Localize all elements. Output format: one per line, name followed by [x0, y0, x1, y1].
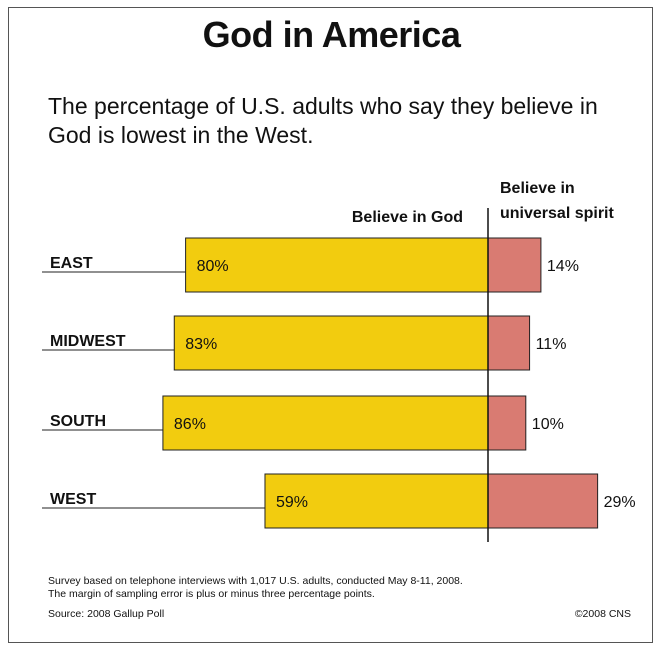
bar-believe-god-midwest: [173, 315, 489, 371]
value-label-universal-spirit-south: 10%: [532, 416, 564, 433]
bar-believe-god-west: [264, 473, 489, 529]
bar-believe-god-south: [162, 395, 489, 451]
value-label-universal-spirit-midwest: 11%: [536, 336, 567, 353]
bar-universal-spirit-south: [487, 395, 527, 451]
header-universal-spirit-line1: Believe in: [500, 180, 575, 197]
margin-note: The margin of sampling error is plus or …: [48, 588, 375, 600]
value-label-believe-god-midwest: 83%: [185, 336, 217, 353]
value-label-believe-god-south: 86%: [174, 416, 206, 433]
bar-universal-spirit-midwest: [487, 315, 531, 371]
survey-note: Survey based on telephone interviews wit…: [48, 575, 463, 587]
chart-subtitle: The percentage of U.S. adults who say th…: [48, 93, 598, 148]
source-note: Source: 2008 Gallup Poll: [48, 608, 165, 620]
value-label-universal-spirit-east: 14%: [547, 258, 579, 275]
value-label-believe-god-east: 80%: [197, 258, 229, 275]
bar-universal-spirit-west: [487, 473, 599, 529]
region-label-east: EAST: [50, 255, 93, 272]
header-universal-spirit-line2: universal spirit: [500, 205, 614, 222]
bar-believe-god-east: [185, 237, 489, 293]
chart-rows: EAST 80% 14% MIDWEST 83% 11% SOUTH 86% 10% WEST 59…: [42, 237, 636, 529]
region-label-south: SOUTH: [50, 413, 106, 430]
chart-frame: [8, 7, 653, 643]
region-label-west: WEST: [50, 491, 96, 508]
header-believe-in-god: Believe in God: [352, 209, 463, 226]
chart-title: God in America: [202, 14, 461, 55]
diverging-bar-chart: Believe in God Believe in universal spir…: [42, 180, 636, 542]
value-label-believe-god-west: 59%: [276, 494, 308, 511]
region-label-midwest: MIDWEST: [50, 333, 126, 350]
credit-note: ©2008 CNS: [574, 608, 631, 620]
bar-universal-spirit-east: [487, 237, 542, 293]
value-label-universal-spirit-west: 29%: [604, 494, 636, 511]
